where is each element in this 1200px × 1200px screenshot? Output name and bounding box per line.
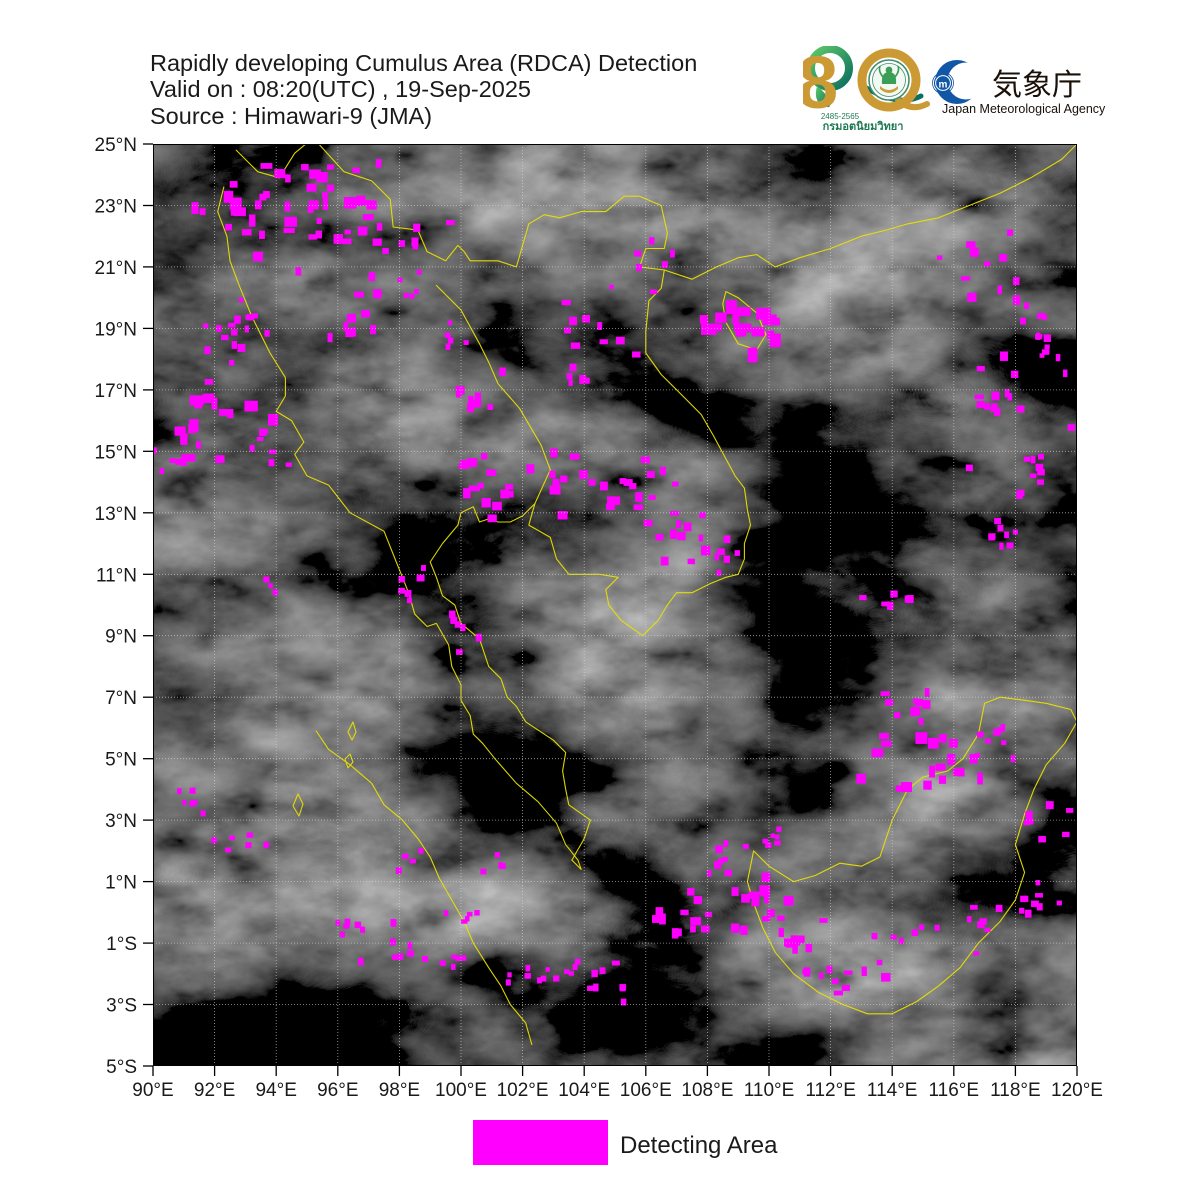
svg-text:25°N: 25°N xyxy=(95,135,137,156)
svg-text:90°E: 90°E xyxy=(132,1080,173,1101)
svg-text:1°N: 1°N xyxy=(105,873,137,894)
svg-text:106°E: 106°E xyxy=(620,1080,672,1101)
svg-text:7°N: 7°N xyxy=(105,688,137,709)
svg-text:5°S: 5°S xyxy=(106,1057,137,1078)
svg-text:92°E: 92°E xyxy=(194,1080,235,1101)
svg-text:21°N: 21°N xyxy=(95,258,137,279)
svg-text:5°N: 5°N xyxy=(105,750,137,771)
svg-text:17°N: 17°N xyxy=(95,381,137,402)
svg-text:102°E: 102°E xyxy=(497,1080,549,1101)
svg-text:11°N: 11°N xyxy=(96,565,137,586)
svg-text:15°N: 15°N xyxy=(95,442,137,463)
svg-text:96°E: 96°E xyxy=(317,1080,358,1101)
svg-text:104°E: 104°E xyxy=(558,1080,610,1101)
svg-text:112°E: 112°E xyxy=(805,1080,856,1101)
svg-text:120°E: 120°E xyxy=(1051,1080,1103,1101)
svg-text:110°E: 110°E xyxy=(744,1080,795,1101)
svg-text:23°N: 23°N xyxy=(95,197,137,218)
svg-text:13°N: 13°N xyxy=(95,504,137,525)
svg-text:116°E: 116°E xyxy=(929,1080,980,1101)
svg-text:1°S: 1°S xyxy=(106,934,137,955)
svg-text:98°E: 98°E xyxy=(379,1080,420,1101)
svg-text:94°E: 94°E xyxy=(255,1080,296,1101)
svg-text:108°E: 108°E xyxy=(681,1080,733,1101)
svg-text:3°N: 3°N xyxy=(105,811,137,832)
svg-text:114°E: 114°E xyxy=(867,1080,918,1101)
svg-text:118°E: 118°E xyxy=(990,1080,1041,1101)
svg-text:9°N: 9°N xyxy=(105,627,137,648)
svg-text:19°N: 19°N xyxy=(95,319,137,340)
svg-text:3°S: 3°S xyxy=(106,996,137,1017)
svg-text:100°E: 100°E xyxy=(435,1080,487,1101)
